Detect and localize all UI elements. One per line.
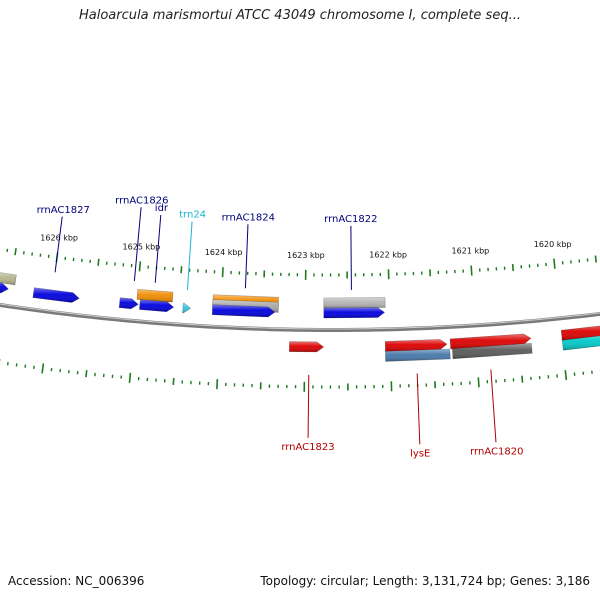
feature-blue-5 (323, 307, 386, 319)
outer-tick-1620 (553, 258, 556, 269)
inner-tick-1626 (41, 363, 45, 374)
inner-tick-1625 (128, 372, 132, 383)
gene-label-rrnAC1826: rrnAC1826 (115, 195, 168, 281)
inner-tick-1621 (477, 377, 480, 388)
map-title: Haloarcula marismortui ATCC 43049 chromo… (79, 8, 521, 23)
gene-label-text: rrnAC1824 (222, 212, 275, 223)
gene-label-rrnAC1822: rrnAC1822 (324, 214, 377, 290)
feature-cyan-edge (561, 335, 600, 351)
gene-label-trn24: trn24 (179, 209, 206, 291)
gene-label-lysE: lysE (410, 373, 430, 459)
gene-label-rrnAC1827: rrnAC1827 (37, 205, 90, 273)
outer-tick-1625 (138, 261, 142, 272)
feature-steel-lyse (385, 348, 451, 362)
gene-label-text: lysE (410, 448, 430, 459)
gene-label-text: rrnAC1823 (281, 442, 334, 453)
topology-summary: Topology: circular; Length: 3,131,724 bp… (260, 574, 590, 588)
feature-olive-edge (0, 272, 17, 286)
outer-tick-1625.5 (97, 258, 100, 266)
inner-tick-1625.5 (85, 370, 88, 378)
accession-text: Accession: NC_006396 (8, 574, 145, 588)
scale-tick-label: 1622 kbp (369, 250, 407, 259)
gene-label-text: rrnAC1822 (324, 214, 377, 225)
chromosome-backbone (0, 302, 600, 332)
inner-tick-1624 (216, 379, 219, 390)
chromosome-backbone-highlight (0, 303, 600, 330)
outer-tick-1620.5 (511, 263, 515, 272)
gene-label-rrnAC1824: rrnAC1824 (222, 212, 275, 289)
feature-red-small (288, 341, 325, 353)
feature-darkgray-1820 (452, 342, 533, 360)
gene-label-text: rrnAC1827 (37, 205, 90, 216)
outer-tick-1619.5 (594, 255, 598, 263)
scale-tick-label: 1625 kbp (123, 242, 161, 251)
backbone-layer (0, 302, 600, 332)
gene-label-text: rrnAC1820 (470, 446, 523, 457)
feature-trna (182, 302, 192, 314)
feature-gray-2 (323, 297, 386, 309)
scale-tick-label: 1620 kbp (534, 240, 572, 249)
gene-label-text: idr (155, 203, 169, 214)
feature-blue-4 (211, 304, 276, 318)
gene-label-idr: idr (154, 203, 169, 283)
gene-label-text: rrnAC1826 (115, 195, 168, 206)
feature-red-1820 (449, 333, 532, 350)
inner-tick-1620 (564, 370, 568, 381)
feature-blue-3 (139, 299, 175, 313)
feature-blue-1 (32, 287, 80, 303)
gene-label-rrnAC1823: rrnAC1823 (281, 374, 335, 453)
feature-layer (0, 272, 600, 362)
scale-tick-label: 1624 kbp (205, 248, 243, 257)
outer-tick-1624 (221, 267, 224, 278)
feature-blue-2 (118, 297, 139, 310)
gene-label-rrnAC1820: rrnAC1820 (470, 369, 523, 457)
scale-tick-label: 1623 kbp (287, 251, 325, 260)
scale-tick-label: 1621 kbp (452, 247, 490, 256)
feature-blue-edge (0, 282, 9, 294)
outer-tick-1621 (470, 265, 473, 276)
gene-label-text: trn24 (179, 209, 206, 220)
feature-orange-idr (136, 288, 174, 303)
inner-tick-1620.5 (521, 375, 524, 383)
outer-tick-1626.5 (14, 248, 17, 256)
feature-red-lyse (384, 339, 448, 352)
feature-red-edge (560, 325, 600, 341)
